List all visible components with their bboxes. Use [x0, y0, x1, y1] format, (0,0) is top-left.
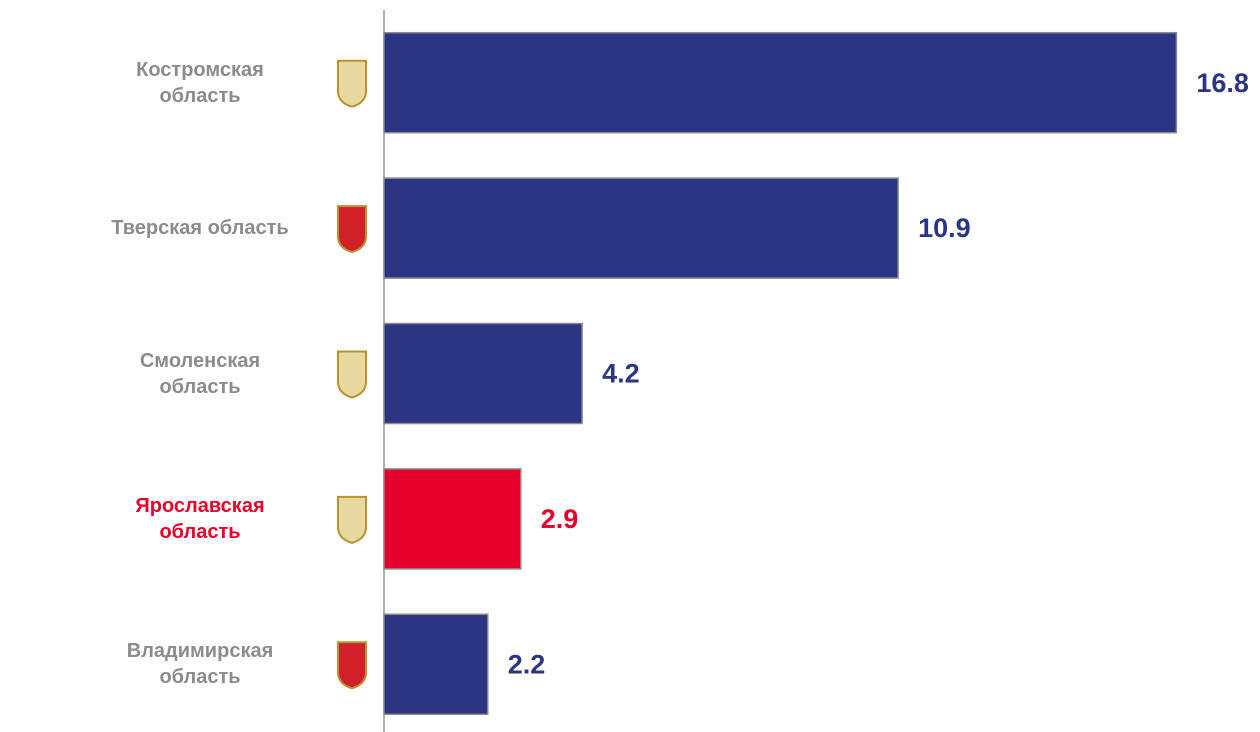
value-label: 4.2 [602, 359, 640, 389]
emblem [337, 59, 367, 108]
value-label: 2.2 [508, 649, 546, 679]
emblem-shield [337, 495, 367, 544]
category-label: Владимирская область [126, 640, 274, 689]
emblem [337, 641, 367, 690]
emblem-shield [337, 350, 367, 399]
category-label: Ярославская область [135, 494, 265, 543]
emblem [337, 495, 367, 544]
emblem-shield [337, 641, 367, 690]
value-label: 10.9 [918, 213, 971, 243]
category-label: Тверская область [111, 217, 289, 240]
bar [383, 322, 583, 425]
value-label: 16.8 [1196, 68, 1249, 98]
emblem-shield [337, 59, 367, 108]
bar [383, 31, 1178, 134]
category-label: Костромская область [136, 58, 264, 107]
emblem [337, 205, 367, 254]
bar [383, 613, 489, 716]
category-label: Смоленская область [139, 349, 261, 398]
emblem-shield [337, 205, 367, 254]
bar [383, 468, 522, 570]
emblem [337, 350, 367, 399]
value-label: 2.9 [541, 504, 579, 534]
bar [383, 177, 899, 279]
